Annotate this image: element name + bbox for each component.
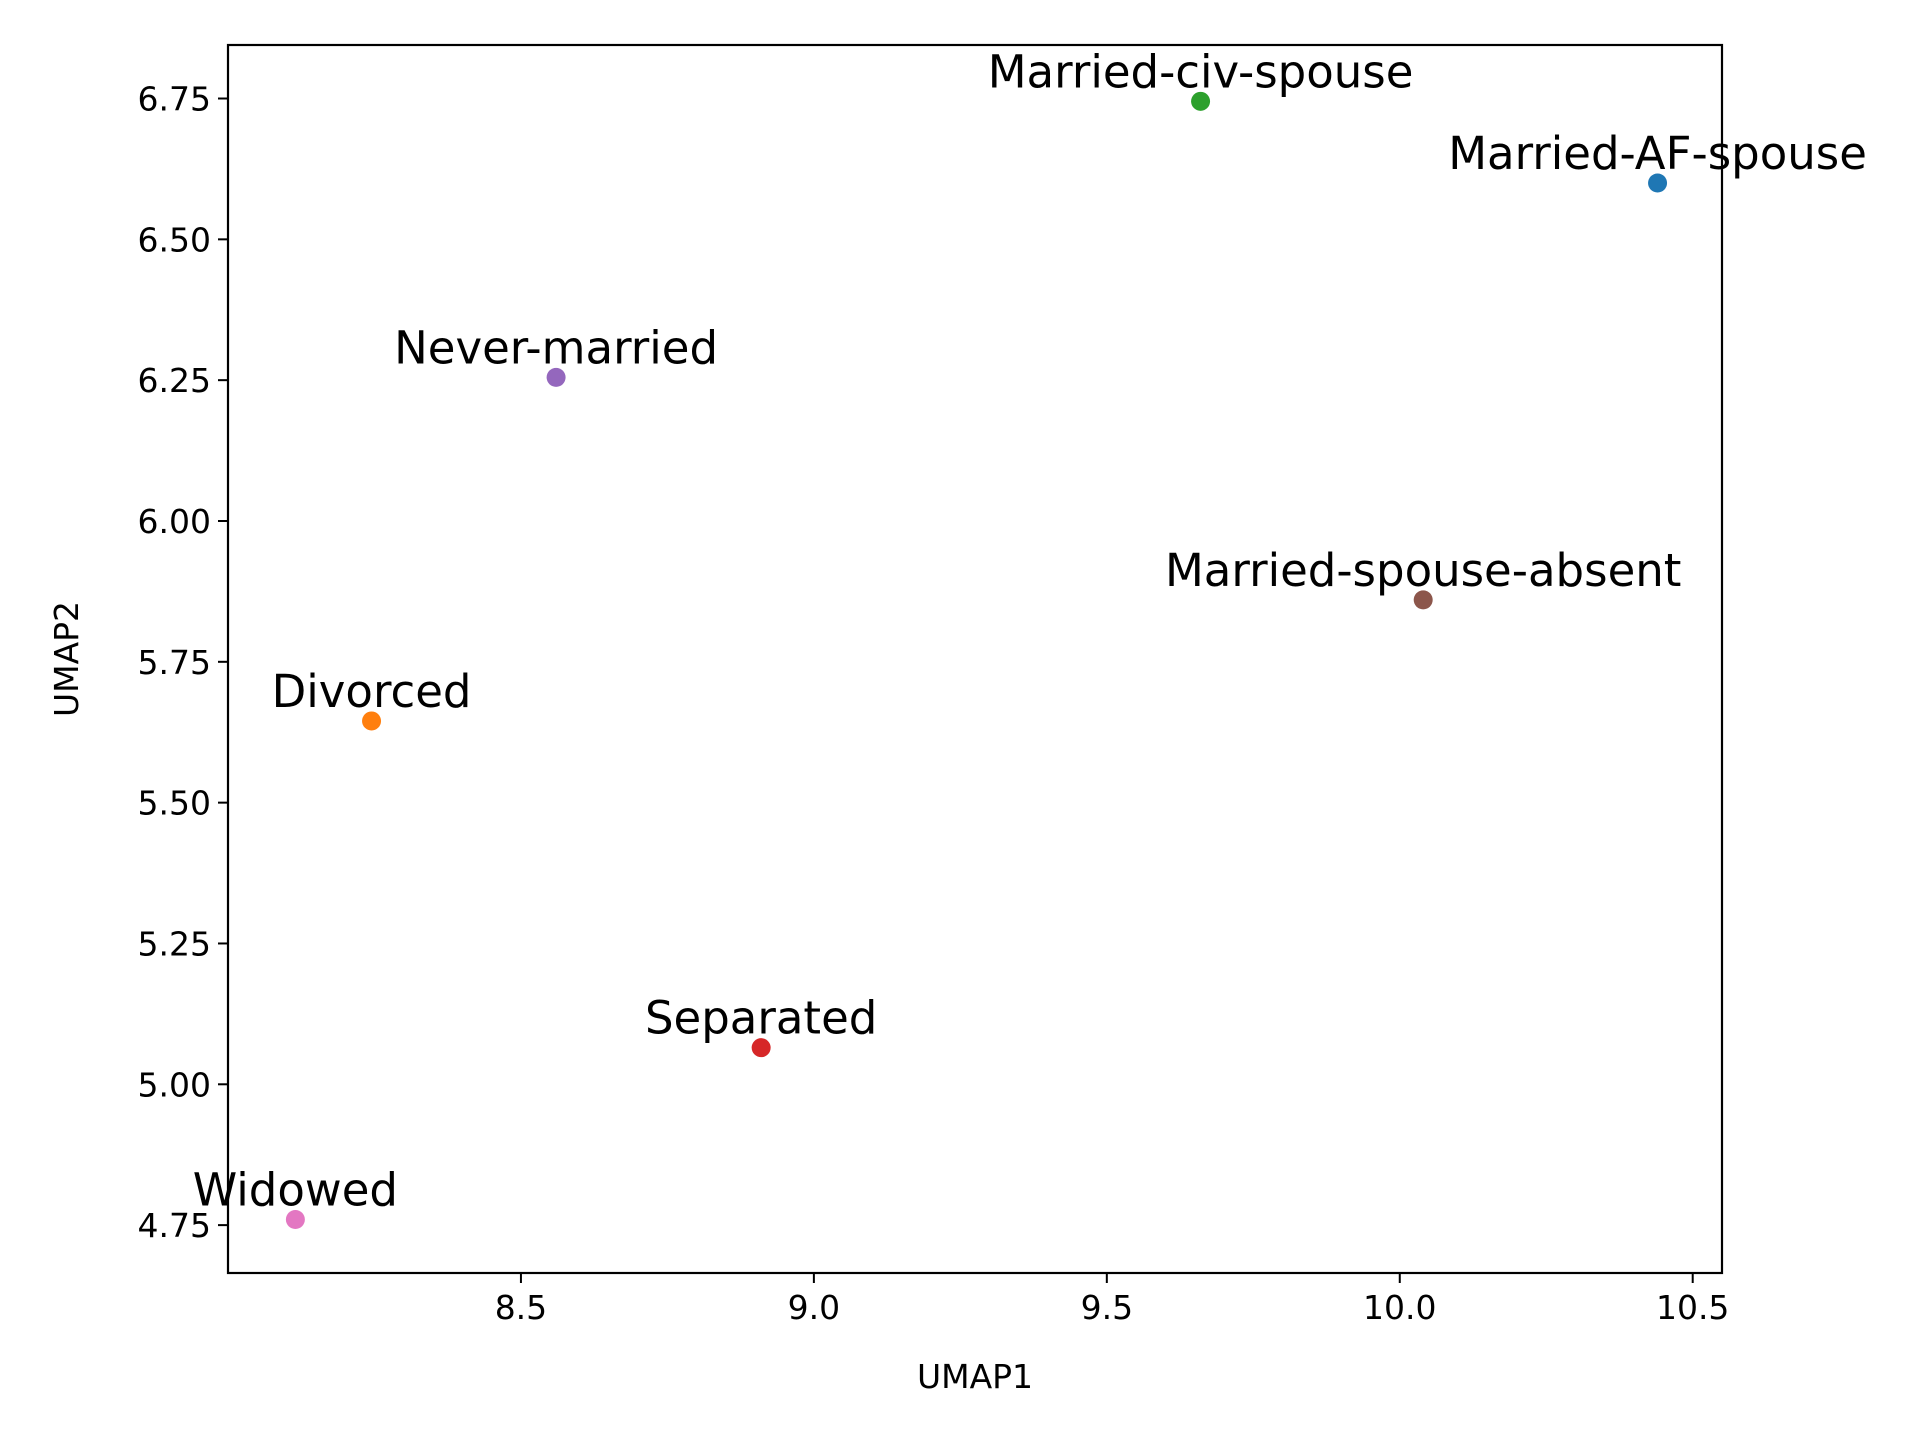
data-point xyxy=(1413,590,1433,610)
y-tick-label: 4.75 xyxy=(138,1206,211,1245)
x-tick-label: 8.5 xyxy=(495,1288,547,1327)
data-point xyxy=(1648,173,1668,193)
x-axis-label: UMAP1 xyxy=(917,1357,1033,1396)
point-label: Widowed xyxy=(193,1163,398,1216)
plot-frame xyxy=(226,43,1724,1275)
y-tick-label: 6.50 xyxy=(138,220,211,259)
point-label: Never-married xyxy=(394,321,718,374)
point-labels: Married-AF-spouse Divorced Married-civ-spo… xyxy=(193,45,1867,1216)
y-axis-label: UMAP2 xyxy=(47,601,86,717)
x-tick-label: 9.0 xyxy=(788,1288,840,1327)
data-point xyxy=(546,367,566,387)
data-point xyxy=(362,711,382,731)
y-tick-label: 5.75 xyxy=(138,643,211,682)
y-tick-label: 6.75 xyxy=(138,80,211,119)
point-label: Married-AF-spouse xyxy=(1448,127,1867,180)
data-point xyxy=(1191,91,1211,111)
x-tick-label: 9.5 xyxy=(1081,1288,1133,1327)
x-axis: 8.5 9.0 9.5 10.0 10.5 xyxy=(495,1273,1729,1327)
y-tick-label: 5.25 xyxy=(138,924,211,963)
point-label: Married-civ-spouse xyxy=(988,45,1414,98)
y-axis: 4.75 5.00 5.25 5.50 5.75 6.00 6.25 6.50 6.75 xyxy=(138,80,228,1245)
x-tick-label: 10.0 xyxy=(1363,1288,1436,1327)
data-point xyxy=(751,1038,771,1058)
point-label: Separated xyxy=(645,992,877,1045)
data-points xyxy=(285,91,1668,1229)
y-tick-label: 6.00 xyxy=(138,502,211,541)
y-tick-label: 5.50 xyxy=(138,784,211,823)
point-label: Divorced xyxy=(272,665,472,718)
y-tick-label: 6.25 xyxy=(138,361,211,400)
data-point xyxy=(285,1209,305,1229)
point-label: Married-spouse-absent xyxy=(1165,544,1681,597)
y-tick-label: 5.00 xyxy=(138,1065,211,1104)
x-tick-label: 10.5 xyxy=(1656,1288,1729,1327)
